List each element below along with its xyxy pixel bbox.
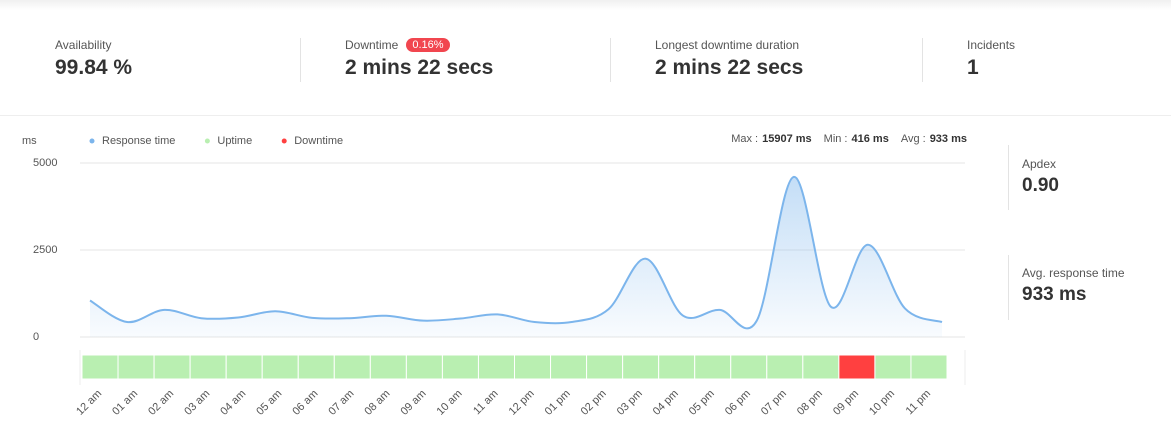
divider bbox=[1008, 255, 1009, 320]
separator bbox=[0, 115, 1171, 116]
x-tick-label: 05 pm bbox=[687, 388, 717, 418]
stat-label: Max : bbox=[731, 133, 758, 145]
x-tick-label: 01 am bbox=[110, 388, 140, 418]
divider bbox=[922, 38, 923, 82]
status-cell bbox=[550, 354, 588, 380]
legend-label: Downtime bbox=[294, 135, 343, 147]
status-cell bbox=[838, 354, 876, 380]
stat-label: Avg : bbox=[901, 133, 926, 145]
divider bbox=[610, 38, 611, 82]
x-tick-label: 07 pm bbox=[759, 388, 789, 418]
metric-value: 99.84 % bbox=[55, 56, 133, 79]
status-cell bbox=[117, 354, 155, 380]
metric: Availability 99.84 % bbox=[55, 37, 132, 80]
status-cell bbox=[405, 354, 443, 380]
metric-label: Longest downtime duration bbox=[655, 38, 800, 52]
x-tick-label: 02 am bbox=[146, 388, 176, 418]
legend-dot bbox=[89, 138, 95, 144]
x-tick-label: 08 am bbox=[362, 388, 392, 418]
x-tick-label: 06 pm bbox=[723, 388, 753, 418]
status-cell bbox=[658, 354, 696, 380]
metric-value: 1 bbox=[967, 56, 979, 79]
status-cell bbox=[586, 354, 624, 380]
divider bbox=[1008, 145, 1009, 210]
legend-label: Uptime bbox=[217, 135, 252, 147]
metric-label: Availability bbox=[55, 38, 112, 52]
x-tick-label: 10 pm bbox=[867, 388, 897, 418]
side-label: Avg. response time bbox=[1022, 266, 1125, 280]
metric-label: Incidents bbox=[967, 38, 1016, 52]
x-tick-label: 03 pm bbox=[615, 388, 645, 418]
status-cell bbox=[802, 354, 840, 380]
y-axis-label: ms bbox=[22, 135, 37, 147]
x-tick-label: 12 pm bbox=[507, 388, 537, 418]
status-cell bbox=[261, 354, 299, 380]
x-tick-label: 03 am bbox=[182, 388, 212, 418]
x-tick-label: 11 pm bbox=[904, 388, 934, 418]
x-tick-label: 01 pm bbox=[543, 388, 573, 418]
side-value: 0.90 bbox=[1022, 175, 1059, 196]
x-tick-label: 04 am bbox=[218, 388, 248, 418]
stat-value: 933 ms bbox=[930, 133, 967, 145]
stat-label: Min : bbox=[824, 133, 848, 145]
x-tick-label: 06 am bbox=[290, 388, 320, 418]
status-cell bbox=[477, 354, 516, 380]
status-cell bbox=[910, 354, 948, 380]
x-tick-label: 12 am bbox=[74, 388, 104, 418]
x-tick-label: 10 am bbox=[435, 388, 465, 418]
side-metric: Avg. response time 933 ms bbox=[1022, 266, 1125, 306]
status-cell bbox=[622, 354, 660, 380]
metric-value: 2 mins 22 secs bbox=[345, 56, 494, 79]
side-label: Apdex bbox=[1022, 157, 1057, 171]
divider bbox=[300, 38, 301, 82]
legend-dot bbox=[204, 138, 210, 144]
x-tick-label: 08 pm bbox=[795, 388, 825, 418]
status-cell bbox=[297, 354, 335, 380]
status-cell bbox=[81, 354, 119, 380]
stat-value: 416 ms bbox=[852, 133, 889, 145]
status-cell bbox=[874, 354, 912, 380]
x-tick-label: 11 am bbox=[471, 388, 501, 418]
legend-label: Response time bbox=[102, 135, 175, 147]
status-cell bbox=[766, 354, 804, 380]
status-cell bbox=[225, 354, 263, 380]
response-area bbox=[90, 176, 942, 337]
status-cell bbox=[730, 354, 768, 380]
stat-value: 15907 ms bbox=[762, 133, 812, 145]
x-tick-label: 09 pm bbox=[831, 388, 861, 418]
metric: Incidents 1 bbox=[967, 37, 1015, 80]
x-tick-label: 09 am bbox=[398, 388, 428, 418]
response-line bbox=[89, 175, 943, 330]
y-tick-label: 0 bbox=[33, 331, 39, 343]
x-tick-label: 07 am bbox=[326, 388, 356, 418]
legend-dot bbox=[281, 138, 287, 144]
status-cell bbox=[694, 354, 732, 380]
x-tick-label: 05 am bbox=[254, 388, 284, 418]
status-cell bbox=[514, 354, 552, 380]
status-cell bbox=[441, 354, 479, 380]
status-cell bbox=[369, 354, 407, 380]
x-tick-label: 02 pm bbox=[579, 388, 609, 418]
status-cell bbox=[333, 354, 371, 380]
side-metric: Apdex 0.90 bbox=[1022, 157, 1059, 197]
chart: ms Response time Uptime Downtime 933 ms Avg … bbox=[22, 133, 967, 418]
metric: Downtime 0.16% 2 mins 22 secs bbox=[345, 37, 493, 80]
y-tick-label: 2500 bbox=[33, 244, 57, 256]
metric-label: Downtime bbox=[345, 38, 399, 52]
badge: 0.16% bbox=[406, 38, 450, 52]
top-shade bbox=[0, 0, 1171, 10]
side-value: 933 ms bbox=[1022, 284, 1087, 305]
status-cell bbox=[189, 354, 227, 380]
x-tick-label: 04 pm bbox=[651, 388, 681, 418]
metric: Longest downtime duration 2 mins 22 secs bbox=[655, 37, 803, 80]
status-cell bbox=[153, 354, 191, 380]
metric-value: 2 mins 22 secs bbox=[655, 56, 804, 79]
metric-label-row: Downtime 0.16% bbox=[345, 37, 493, 53]
y-tick-label: 5000 bbox=[33, 157, 57, 169]
